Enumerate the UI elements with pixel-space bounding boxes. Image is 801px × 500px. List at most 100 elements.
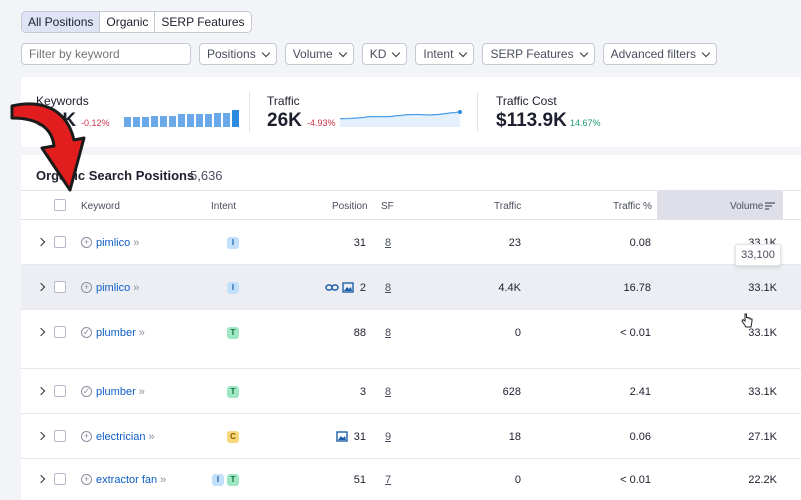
expand-row-icon[interactable] (36, 431, 46, 441)
col-traffic-pct[interactable]: Traffic % (613, 201, 652, 212)
row-checkbox[interactable] (54, 236, 66, 248)
dropdown-label: Positions (207, 47, 256, 61)
table-row[interactable]: + pimlico» I 31 8 23 0.08 33.1K (21, 220, 801, 265)
row-checkbox[interactable] (54, 385, 66, 397)
tab-organic[interactable]: Organic (100, 12, 156, 32)
col-position[interactable]: Position (332, 201, 368, 212)
dropdown-label: Advanced filters (610, 47, 696, 61)
position-cell: 88 (353, 327, 366, 339)
double-chevron-icon[interactable]: » (148, 431, 155, 443)
spark-bar (151, 116, 158, 127)
sf-cell[interactable]: 7 (385, 474, 392, 486)
expand-row-icon[interactable] (36, 237, 46, 247)
col-sf[interactable]: SF (381, 201, 394, 212)
sf-cell[interactable]: 9 (385, 431, 392, 443)
row-checkbox[interactable] (54, 473, 66, 485)
intent-badge: C (227, 431, 239, 443)
row-checkbox[interactable] (54, 281, 66, 293)
table-row[interactable]: ✓ plumber» T 88 8 0 < 0.01 33.1K (21, 310, 801, 369)
traffic-change: -4.93% (307, 118, 336, 128)
expand-row-icon[interactable] (36, 474, 46, 484)
row-checkbox[interactable] (54, 326, 66, 338)
chevron-down-icon (261, 48, 270, 57)
add-keyword-icon[interactable]: + (81, 474, 92, 485)
spark-bar (142, 117, 149, 127)
expand-row-icon[interactable] (36, 282, 46, 292)
keyword-link[interactable]: plumber» (96, 327, 145, 339)
double-chevron-icon[interactable]: » (138, 327, 145, 339)
keyword-text[interactable]: plumber (96, 327, 136, 339)
summary-card: Keywords 5.6K -0.12% Traffic 26K -4.93% (21, 77, 801, 147)
dropdown-label: Volume (292, 47, 333, 61)
traffic-sparkline (340, 110, 462, 127)
traffic-value: 26K (267, 110, 302, 131)
position-tabs: All Positions Organic SERP Features (21, 11, 252, 33)
divider (249, 92, 250, 132)
dropdown-label: KD (369, 47, 387, 61)
traffic-cost-change: 14.67% (570, 118, 601, 128)
keyword-link[interactable]: pimlico» (96, 282, 139, 294)
kd-dropdown[interactable]: KD (361, 43, 408, 65)
volume-dropdown[interactable]: Volume (284, 43, 354, 65)
spark-bar (169, 116, 176, 127)
spark-bar (196, 114, 203, 127)
advanced-filters-dropdown[interactable]: Advanced filters (602, 43, 717, 65)
keyword-filter-input[interactable] (22, 44, 190, 64)
keyword-text[interactable]: plumber (96, 386, 136, 398)
keyword-link[interactable]: extractor fan» (96, 474, 166, 486)
col-intent[interactable]: Intent (211, 201, 237, 212)
check-keyword-icon[interactable]: ✓ (81, 386, 92, 397)
select-all-checkbox[interactable] (54, 199, 66, 211)
spark-bar (178, 114, 185, 127)
keyword-link[interactable]: pimlico» (96, 237, 139, 249)
keyword-link[interactable]: electrician» (96, 431, 155, 443)
tab-all-positions[interactable]: All Positions (22, 12, 101, 32)
col-keyword[interactable]: Keyword (81, 201, 120, 212)
sf-cell[interactable]: 8 (385, 237, 392, 249)
traffic-pct-cell: 0.08 (629, 237, 651, 249)
sf-cell[interactable]: 8 (385, 327, 392, 339)
intent-cell: T (224, 326, 239, 339)
sf-cell[interactable]: 8 (385, 386, 392, 398)
keyword-text[interactable]: electrician (96, 431, 146, 443)
traffic-cell: 18 (508, 431, 521, 443)
traffic-cell: 0 (514, 327, 521, 339)
double-chevron-icon[interactable]: » (160, 474, 167, 486)
keyword-text[interactable]: pimlico (96, 282, 131, 294)
check-keyword-icon[interactable]: ✓ (81, 327, 92, 338)
add-keyword-icon[interactable]: + (81, 237, 92, 248)
col-traffic[interactable]: Traffic (494, 201, 522, 212)
keyword-text[interactable]: pimlico (96, 237, 131, 249)
chevron-down-icon (579, 48, 588, 57)
table-row[interactable]: + pimlico» I 2 8 4.4K 16.78 33.1K (21, 265, 801, 310)
double-chevron-icon[interactable]: » (133, 237, 140, 249)
double-chevron-icon[interactable]: » (138, 386, 145, 398)
chevron-down-icon (338, 48, 347, 57)
sort-icon[interactable] (765, 202, 775, 210)
tab-serp-features[interactable]: SERP Features (161, 15, 245, 29)
row-checkbox[interactable] (54, 430, 66, 442)
add-keyword-icon[interactable]: + (81, 431, 92, 442)
positions-dropdown[interactable]: Positions (199, 43, 277, 65)
intent-dropdown[interactable]: Intent (415, 43, 475, 65)
serp-features-dropdown[interactable]: SERP Features (482, 43, 595, 65)
keyword-text[interactable]: extractor fan (96, 474, 158, 486)
table-row[interactable]: ✓ plumber» T 3 8 628 2.41 33.1K (21, 369, 801, 414)
col-volume[interactable]: Volume (730, 201, 764, 212)
expand-row-icon[interactable] (36, 386, 46, 396)
add-keyword-icon[interactable]: + (81, 282, 92, 293)
organic-positions-panel: Organic Search Positions 5,636 Keyword I… (21, 155, 801, 500)
keywords-bar-sparkline (124, 110, 239, 127)
table-row[interactable]: + electrician» C 31 9 18 0.06 27.1K (21, 414, 801, 459)
intent-badge: T (227, 386, 239, 398)
keyword-link[interactable]: plumber» (96, 386, 145, 398)
double-chevron-icon[interactable]: » (133, 282, 140, 294)
divider (477, 92, 478, 132)
traffic-cost-value: $113.9K (496, 110, 567, 131)
sf-cell[interactable]: 8 (385, 282, 392, 294)
traffic-cost-label: Traffic Cost (496, 94, 557, 108)
traffic-pct-cell: 0.06 (629, 431, 651, 443)
image-icon (336, 431, 348, 442)
expand-row-icon[interactable] (36, 327, 46, 337)
